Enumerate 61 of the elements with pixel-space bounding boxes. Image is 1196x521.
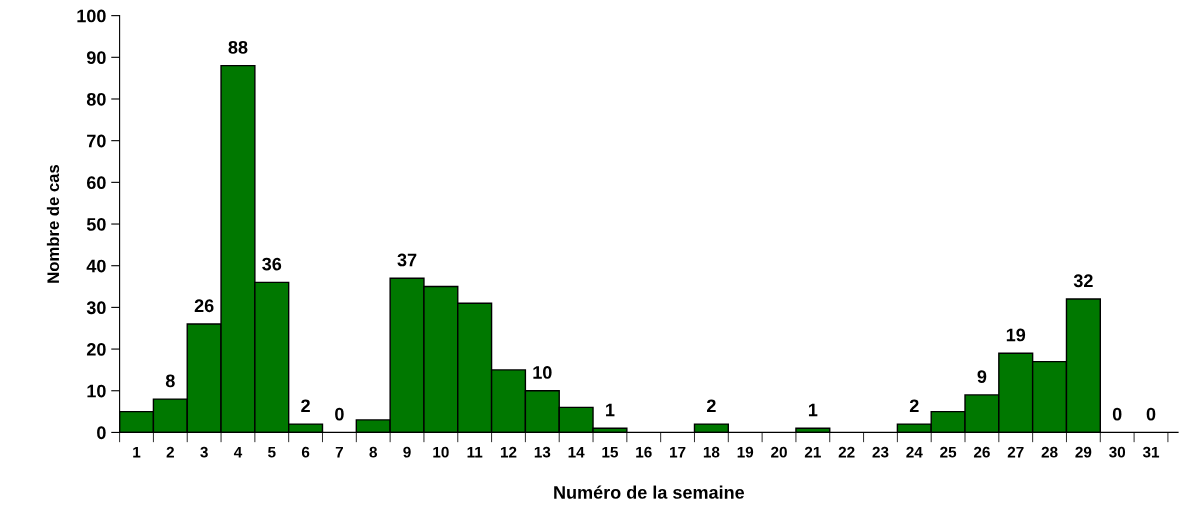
data-label: 37 xyxy=(397,253,417,267)
y-tick-label: 40 xyxy=(86,259,106,273)
data-label: 2 xyxy=(707,399,716,413)
data-label: 2 xyxy=(909,399,919,413)
data-label: 9 xyxy=(977,370,987,384)
data-label: 32 xyxy=(1073,274,1093,288)
x-tick-label: 31 xyxy=(1142,446,1160,458)
x-axis-title: Numéro de la semaine xyxy=(554,485,745,499)
data-label: 1 xyxy=(606,403,615,417)
x-tick-label: 5 xyxy=(268,446,276,458)
x-tick-label: 27 xyxy=(1007,446,1024,458)
y-tick-label: 10 xyxy=(87,384,106,398)
y-tick-label: 60 xyxy=(86,176,106,190)
x-tick-label: 3 xyxy=(200,446,208,458)
x-tick-label: 14 xyxy=(568,446,585,458)
y-tick-label: 70 xyxy=(87,134,106,148)
x-tick-label: 17 xyxy=(670,446,686,458)
data-label: 36 xyxy=(262,257,282,271)
x-tick-label: 30 xyxy=(1109,446,1126,458)
x-tick-label: 21 xyxy=(804,446,821,458)
x-tick-label: 9 xyxy=(403,446,411,458)
data-label: 0 xyxy=(335,407,344,421)
y-tick-label: 50 xyxy=(86,217,106,231)
data-label: 2 xyxy=(301,399,310,413)
data-label: 19 xyxy=(1006,328,1026,342)
y-tick-label: 30 xyxy=(86,301,106,315)
y-tick-label: 20 xyxy=(86,343,106,356)
x-tick-label: 15 xyxy=(602,446,619,458)
x-tick-label: 7 xyxy=(335,446,343,458)
data-label: 0 xyxy=(1146,407,1156,421)
x-tick-label: 23 xyxy=(872,446,889,458)
x-tick-label: 24 xyxy=(906,446,923,458)
x-tick-label: 22 xyxy=(838,446,855,458)
y-tick-label: 100 xyxy=(77,9,106,23)
x-tick-label: 4 xyxy=(233,446,243,458)
x-tick-label: 19 xyxy=(737,446,754,458)
data-label: 1 xyxy=(808,403,818,417)
data-label: 10 xyxy=(533,366,552,379)
x-tick-label: 29 xyxy=(1075,446,1092,458)
x-tick-label: 25 xyxy=(940,446,957,458)
x-tick-label: 10 xyxy=(433,446,449,458)
x-tick-label: 28 xyxy=(1041,446,1058,458)
y-tick-label: 0 xyxy=(97,426,106,440)
x-tick-label: 16 xyxy=(636,446,652,458)
data-label: 26 xyxy=(194,299,214,313)
x-tick-label: 2 xyxy=(166,446,174,458)
x-tick-label: 6 xyxy=(301,446,310,458)
x-tick-label: 26 xyxy=(973,446,990,458)
x-tick-label: 11 xyxy=(467,446,483,458)
x-tick-label: 1 xyxy=(133,446,141,458)
y-axis-title: Nombre de cas xyxy=(46,164,60,283)
data-label: 8 xyxy=(165,374,175,388)
x-tick-label: 20 xyxy=(771,446,787,458)
y-tick-label: 80 xyxy=(86,92,106,106)
y-tick-label: 90 xyxy=(86,51,106,65)
x-tick-label: 18 xyxy=(703,446,720,458)
data-label: 88 xyxy=(228,40,248,54)
x-tick-label: 8 xyxy=(369,446,377,458)
x-tick-label: 13 xyxy=(534,446,551,458)
x-tick-label: 12 xyxy=(500,446,517,458)
data-label: 0 xyxy=(1112,407,1122,421)
